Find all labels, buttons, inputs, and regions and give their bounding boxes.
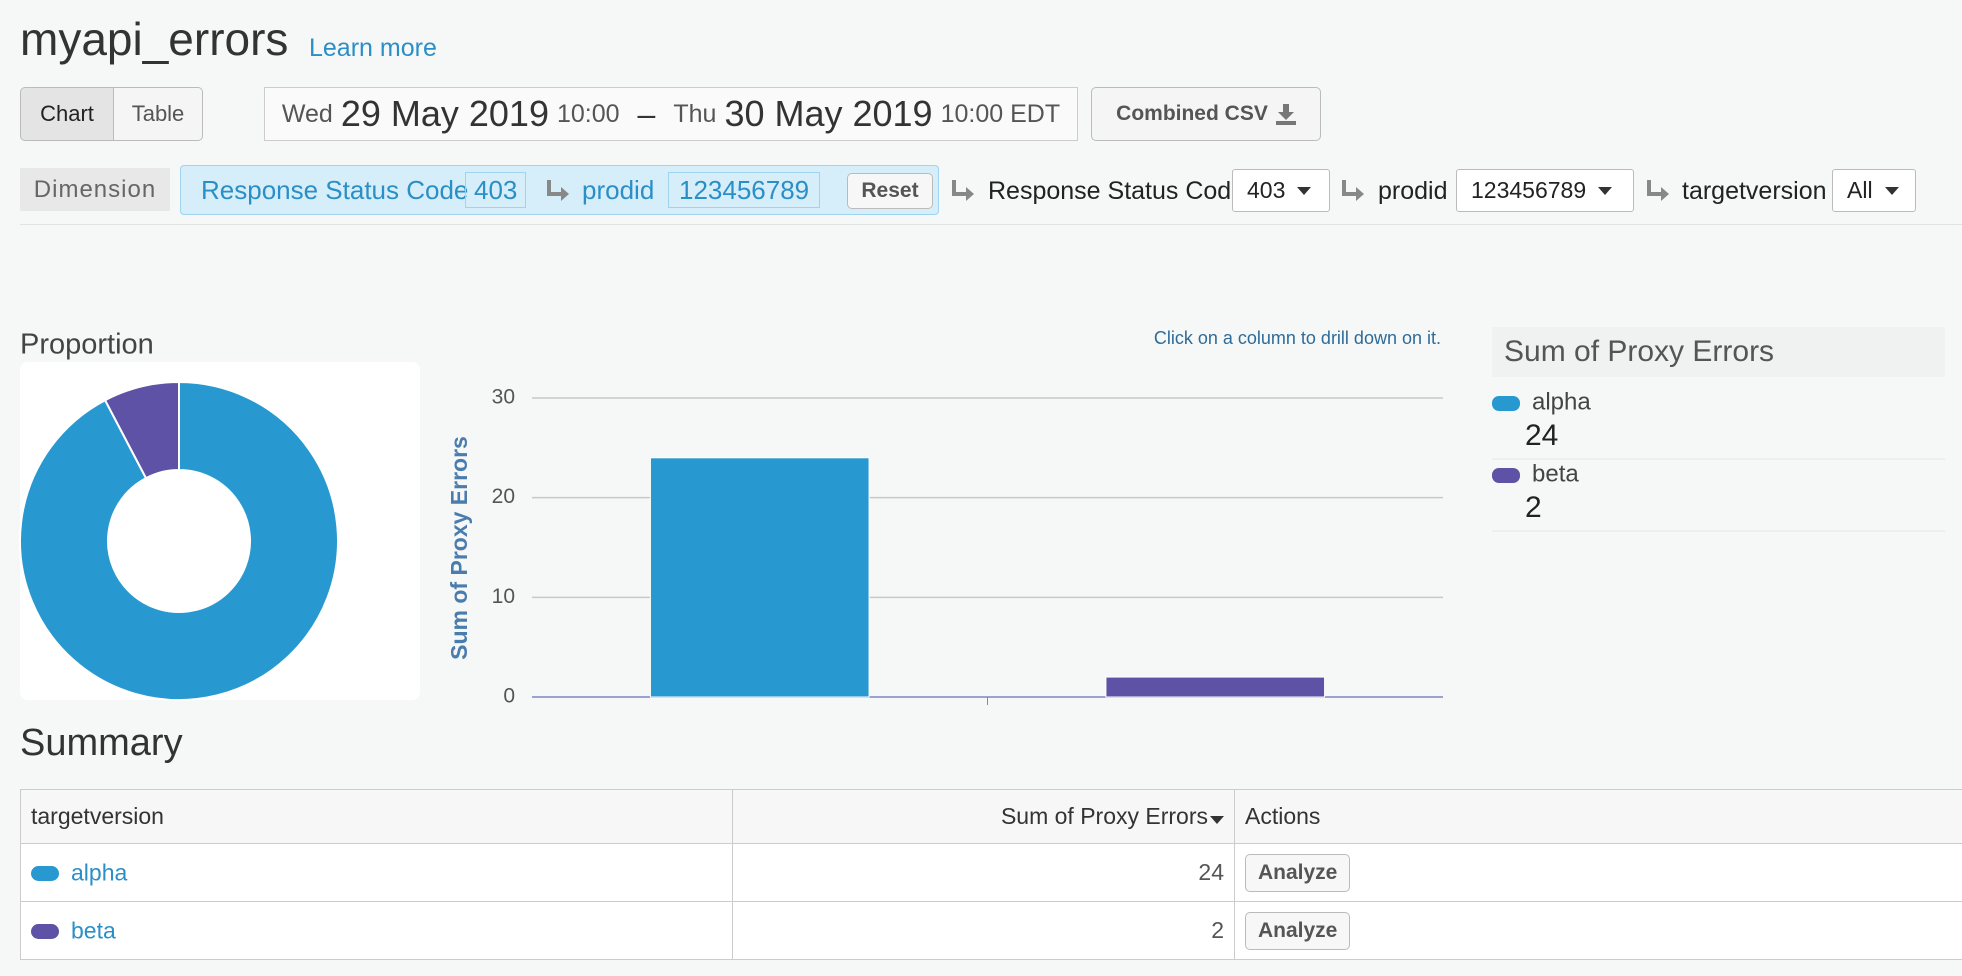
bar xyxy=(1106,677,1325,697)
value-cell: 2 xyxy=(733,902,1235,960)
name-cell: beta xyxy=(21,902,733,960)
legend-value: 2 xyxy=(1525,491,1542,524)
table-row: alpha 24 Analyze xyxy=(21,844,1962,902)
color-swatch xyxy=(31,924,59,939)
action-cell: Analyze xyxy=(1235,902,1962,960)
summary-table: targetversion Sum of Proxy Errors Action… xyxy=(20,789,1962,960)
legend-swatch xyxy=(1492,396,1520,411)
legend-label: beta xyxy=(1532,460,1579,487)
column-header: Actions xyxy=(1235,790,1962,844)
chart-annotation: Click on a column to drill down on it. xyxy=(1154,328,1441,348)
name-cell: alpha xyxy=(21,844,733,902)
column-header[interactable]: Sum of Proxy Errors xyxy=(733,790,1235,844)
analyze-button[interactable]: Analyze xyxy=(1245,854,1350,892)
analyze-button[interactable]: Analyze xyxy=(1245,912,1350,950)
y-tick-label: 0 xyxy=(503,685,515,708)
row-link[interactable]: alpha xyxy=(71,860,127,886)
y-axis-label: Sum of Proxy Errors xyxy=(446,436,472,660)
row-link[interactable]: beta xyxy=(71,918,116,944)
column-header[interactable]: targetversion xyxy=(21,790,733,844)
color-swatch xyxy=(31,866,59,881)
summary-title: Summary xyxy=(20,722,183,765)
pie-title: Proportion xyxy=(20,329,154,361)
charts: Proportion Click on a column to drill do… xyxy=(0,0,1962,730)
bar xyxy=(650,458,869,697)
table-row: beta 2 Analyze xyxy=(21,902,1962,960)
legend-title: Sum of Proxy Errors xyxy=(1504,335,1774,368)
legend-value: 24 xyxy=(1525,419,1558,452)
action-cell: Analyze xyxy=(1235,844,1962,902)
y-tick-label: 10 xyxy=(492,585,515,608)
y-tick-label: 20 xyxy=(492,485,515,508)
legend-swatch xyxy=(1492,468,1520,483)
value-cell: 24 xyxy=(733,844,1235,902)
legend-label: alpha xyxy=(1532,388,1591,415)
header-row: targetversion Sum of Proxy Errors Action… xyxy=(21,790,1962,844)
column-header-text: Sum of Proxy Errors xyxy=(1001,803,1208,829)
y-tick-label: 30 xyxy=(492,386,515,409)
